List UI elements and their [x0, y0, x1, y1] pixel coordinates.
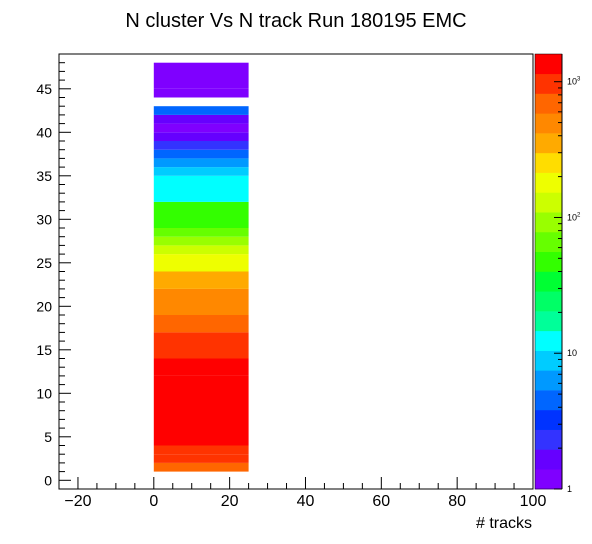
x-tick-label: 20 [221, 493, 239, 510]
heatmap-cell-12 [153, 228, 249, 237]
heatmap-cell-19 [153, 132, 249, 141]
y-tick-label: 25 [36, 255, 52, 271]
heatmap-cell-24 [153, 62, 249, 89]
heatmap-cell-16 [153, 158, 249, 168]
heatmap-cell-3 [153, 375, 249, 446]
x-tick-label: 80 [448, 493, 466, 510]
z-tick-label: 10 [567, 348, 577, 358]
x-tick-label: −20 [64, 493, 91, 510]
z-tick-labels: 1 10 102 103 [567, 77, 581, 494]
x-tick-label: 40 [297, 493, 315, 510]
color-scale-step [535, 212, 562, 233]
color-scale-step [535, 251, 562, 272]
color-scale-step [535, 449, 562, 470]
color-scale-step [535, 192, 562, 213]
y-tick-label: 20 [36, 298, 52, 314]
heatmap-cell-6 [153, 315, 249, 333]
z-tick-label: 102 [567, 212, 581, 222]
heatmap-cell-15 [153, 167, 249, 176]
axis-ticks [59, 53, 534, 490]
color-scale-step [535, 93, 562, 114]
chart-title: N cluster Vs N track Run 180195 EMC [125, 10, 466, 32]
color-scale-step [535, 350, 562, 371]
heatmap-cell-9 [153, 254, 249, 272]
heatmap-cell-20 [153, 123, 249, 133]
x-tick-label: 100 [520, 493, 547, 510]
heatmap-cell-18 [153, 141, 249, 150]
z-tick-label: 103 [567, 77, 581, 87]
heatmap-cell-22 [153, 106, 249, 115]
heatmap-cell-23 [153, 88, 249, 98]
heatmap-cell-7 [153, 288, 249, 315]
color-scale-step [535, 271, 562, 292]
color-scale-step [535, 409, 562, 430]
y-tick-label: 15 [36, 342, 52, 358]
heatmap-cell-10 [153, 245, 249, 255]
heatmap-cell-17 [153, 149, 249, 159]
x-tick-labels: −20 0 20 40 60 80 100 [64, 493, 546, 510]
y-tick-label: 35 [36, 168, 52, 184]
color-scale-step [535, 370, 562, 391]
y-tick-labels: 0 5 10 15 20 25 30 35 40 45 [36, 81, 52, 488]
color-scale-step [535, 54, 562, 75]
y-tick-label: 10 [36, 385, 52, 401]
color-scale-step [535, 311, 562, 332]
heatmap-cell-4 [153, 358, 249, 376]
color-scale-step [535, 152, 562, 173]
color-scale-step [535, 113, 562, 134]
y-tick-label: 40 [36, 124, 52, 140]
y-tick-label: 5 [44, 429, 52, 445]
heatmap-cell-21 [153, 114, 249, 124]
x-tick-label: 0 [149, 493, 158, 510]
z-tick-label: 1 [567, 484, 572, 494]
y-tick-label: 45 [36, 81, 52, 97]
color-scale-step [535, 390, 562, 411]
heatmap-cell-2 [153, 445, 249, 455]
heatmap-cell-13 [153, 201, 249, 228]
heatmap-cell-0 [153, 462, 249, 472]
color-scale-step [535, 469, 562, 490]
heatmap-cell-8 [153, 271, 249, 289]
color-scale-step [535, 330, 562, 351]
color-scale-step [535, 429, 562, 450]
color-scale-step [535, 73, 562, 94]
y-tick-label: 30 [36, 211, 52, 227]
heatmap-cell-11 [153, 236, 249, 246]
y-tick-label: 0 [44, 472, 52, 488]
heatmap-cell-5 [153, 332, 249, 359]
heatmap-cell-1 [153, 454, 249, 463]
color-scale-bar [534, 53, 563, 490]
color-scale-step [535, 231, 562, 253]
color-scale-step [535, 291, 562, 312]
heatmap-cells [153, 62, 249, 472]
x-axis-label: # tracks [476, 515, 532, 532]
x-tick-label: 60 [372, 493, 390, 510]
color-scale-step [535, 172, 562, 193]
color-scale-step [535, 133, 562, 154]
heatmap-cell-14 [153, 175, 249, 202]
